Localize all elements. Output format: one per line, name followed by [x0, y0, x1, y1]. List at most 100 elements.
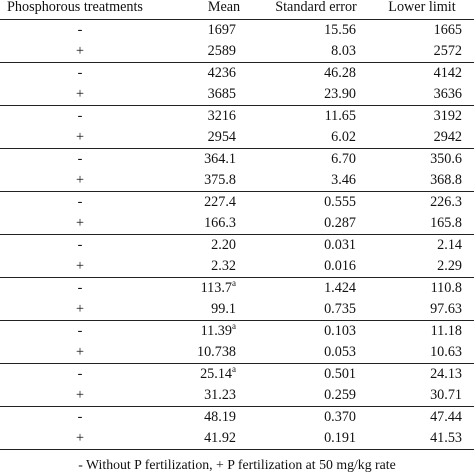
standard-error-cell: 0.031	[324, 237, 356, 253]
mean-cell: 2.32	[168, 256, 256, 278]
lower-limit-cell: 2572	[366, 41, 474, 63]
treatment-cell: +	[0, 127, 168, 149]
lower-limit-cell: 110.8	[430, 280, 462, 296]
mean-cell: 11.39a	[168, 321, 256, 343]
mean-value: 3685	[207, 86, 236, 102]
treatment-cell: +	[0, 385, 168, 407]
mean-cell: 3216	[168, 106, 256, 128]
treatment-cell: -	[77, 22, 83, 38]
standard-error-cell: 6.70	[331, 151, 356, 167]
table-row: - 4236 46.28 4142	[0, 63, 474, 85]
standard-error-cell: 0.103	[324, 323, 356, 339]
lower-limit-cell: 3636	[366, 84, 474, 106]
lower-limit-cell: 11.18	[430, 323, 462, 339]
lower-limit-cell: 2942	[366, 127, 474, 149]
table-row: +166.3 0.287 165.8	[0, 213, 474, 235]
mean-cell: 364.1	[168, 149, 256, 171]
mean-cell: 2589	[168, 41, 256, 63]
treatment-cell: -	[77, 366, 83, 382]
treatment-cell: -	[77, 108, 83, 124]
mean-value: 11.39	[200, 323, 232, 339]
mean-cell: 166.3	[168, 213, 256, 235]
phosphorous-treatment-table: Phosphorous treatments Mean Standard err…	[0, 0, 474, 450]
lower-limit-cell: 350.6	[430, 151, 462, 167]
superscript-marker: a	[232, 278, 236, 288]
header-lower-limit: Lower limit	[366, 0, 474, 20]
lower-limit-cell: 2.14	[437, 237, 462, 253]
mean-value: 2.20	[211, 237, 236, 253]
mean-cell: 31.23	[168, 385, 256, 407]
mean-value: 3216	[207, 108, 236, 124]
standard-error-cell: 0.370	[324, 409, 356, 425]
treatment-cell: +	[0, 256, 168, 278]
lower-limit-cell: 226.3	[430, 194, 462, 210]
table-row: - 3216 11.65 3192	[0, 106, 474, 128]
table-row: +99.1 0.735 97.63	[0, 299, 474, 321]
treatment-cell: +	[0, 299, 168, 321]
lower-limit-cell: 97.63	[366, 299, 474, 321]
standard-error-cell: 0.287	[256, 213, 366, 235]
mean-value: 113.7	[200, 280, 232, 296]
mean-value: 2954	[207, 129, 236, 145]
mean-value: 10.738	[196, 344, 236, 360]
treatment-cell: +	[0, 342, 168, 364]
mean-value: 1697	[207, 22, 236, 38]
mean-value: 2589	[207, 43, 236, 59]
lower-limit-cell: 41.53	[366, 428, 474, 450]
mean-cell: 48.19	[168, 407, 256, 429]
standard-error-cell: 8.03	[256, 41, 366, 63]
standard-error-cell: 0.016	[256, 256, 366, 278]
mean-cell: 227.4	[168, 192, 256, 214]
lower-limit-cell: 47.44	[430, 409, 462, 425]
treatment-cell: -	[77, 280, 83, 296]
table-row: +375.8 3.46 368.8	[0, 170, 474, 192]
standard-error-cell: 23.90	[256, 84, 366, 106]
mean-cell: 375.8	[168, 170, 256, 192]
data-table-container: Phosphorous treatments Mean Standard err…	[0, 0, 474, 450]
standard-error-cell: 0.555	[324, 194, 356, 210]
table-row: +41.92 0.191 41.53	[0, 428, 474, 450]
mean-value: 48.19	[204, 409, 236, 425]
table-row: +3685 23.90 3636	[0, 84, 474, 106]
table-row: +2954 6.02 2942	[0, 127, 474, 149]
table-row: - 1697 15.56 1665	[0, 20, 474, 42]
table-row: - 48.19 0.370 47.44	[0, 407, 474, 429]
table-row: - 25.14a 0.501 24.13	[0, 364, 474, 386]
table-row: - 364.1 6.70 350.6	[0, 149, 474, 171]
treatment-cell: -	[77, 237, 83, 253]
treatment-cell: +	[0, 428, 168, 450]
table-body: - 1697 15.56 1665 +2589 8.03 2572 - 4236 46.28 414…	[0, 20, 474, 450]
lower-limit-cell: 3192	[433, 108, 462, 124]
mean-value: 31.23	[204, 387, 236, 403]
table-footnote: - Without P fertilization, + P fertiliza…	[78, 457, 396, 472]
lower-limit-cell: 1665	[433, 22, 462, 38]
table-row: +2.32 0.016 2.29	[0, 256, 474, 278]
header-phosphorous-treatments: Phosphorous treatments	[0, 0, 168, 20]
standard-error-cell: 0.053	[256, 342, 366, 364]
mean-cell: 3685	[168, 84, 256, 106]
mean-value: 375.8	[204, 172, 236, 188]
mean-cell: 113.7a	[168, 278, 256, 300]
table-row: +2589 8.03 2572	[0, 41, 474, 63]
table-row: - 113.7a 1.424 110.8	[0, 278, 474, 300]
treatment-cell: +	[0, 84, 168, 106]
table-row: +31.23 0.259 30.71	[0, 385, 474, 407]
mean-cell: 2954	[168, 127, 256, 149]
standard-error-cell: 0.259	[256, 385, 366, 407]
mean-value: 41.92	[204, 430, 236, 446]
mean-cell: 10.738	[168, 342, 256, 364]
table-row: - 227.4 0.555 226.3	[0, 192, 474, 214]
mean-value: 25.14	[200, 366, 232, 382]
header-row: Phosphorous treatments Mean Standard err…	[0, 0, 474, 20]
standard-error-cell: 6.02	[256, 127, 366, 149]
superscript-marker: a	[232, 321, 236, 331]
lower-limit-cell: 165.8	[366, 213, 474, 235]
mean-value: 166.3	[204, 215, 236, 231]
lower-limit-cell: 24.13	[430, 366, 462, 382]
table-row: - 2.20 0.031 2.14	[0, 235, 474, 257]
treatment-cell: +	[0, 170, 168, 192]
lower-limit-cell: 2.29	[366, 256, 474, 278]
treatment-cell: -	[77, 65, 83, 81]
standard-error-cell: 0.191	[256, 428, 366, 450]
lower-limit-cell: 10.63	[366, 342, 474, 364]
